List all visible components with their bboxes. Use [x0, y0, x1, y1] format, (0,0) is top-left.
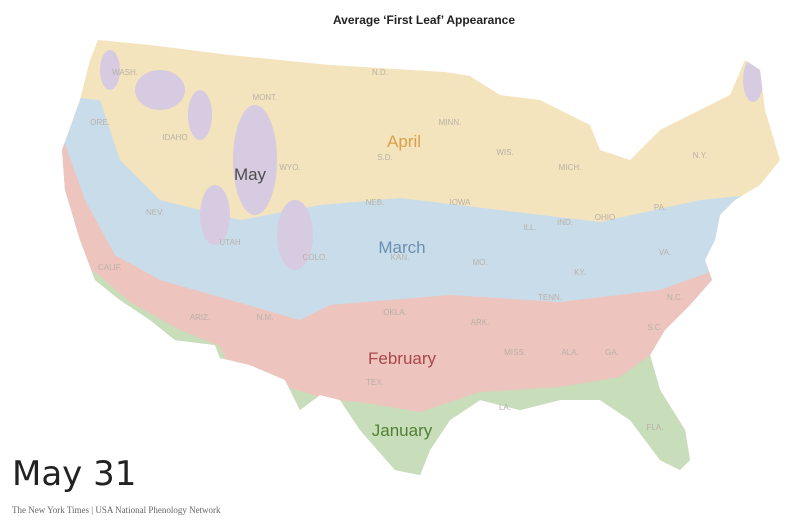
state-label: ARK. [471, 318, 490, 327]
may-zone [100, 50, 763, 270]
region-label: February [368, 349, 437, 368]
state-label: ALA. [561, 348, 578, 357]
state-label: WYO. [279, 163, 300, 172]
map-title: Average ‘First Leaf’ Appearance [333, 13, 515, 27]
state-label: LA. [499, 403, 511, 412]
state-label: TENN. [538, 293, 562, 302]
state-label: ARIZ. [190, 313, 210, 322]
date-label: May 31 [12, 454, 136, 494]
source: The New York Times | USA National Phenol… [12, 505, 221, 515]
state-label: KAN. [391, 253, 410, 262]
state-label: N.D. [372, 68, 388, 77]
state-label: IDAHO [162, 133, 187, 142]
state-label: ORE. [90, 118, 110, 127]
state-label: WIS. [496, 148, 513, 157]
state-label: VA. [659, 248, 671, 257]
state-label: NEB. [366, 198, 385, 207]
state-label: N.C. [667, 293, 683, 302]
state-label: GA. [605, 348, 619, 357]
state-label: CALIF. [98, 263, 122, 272]
state-label: FLA. [647, 423, 664, 432]
state-label: IOWA [449, 198, 471, 207]
state-label: PA. [654, 203, 666, 212]
region-label: March [378, 238, 425, 257]
state-label: MISS. [504, 348, 526, 357]
state-label: MICH. [559, 163, 582, 172]
region-label: May [234, 165, 267, 184]
region-label: April [387, 132, 421, 151]
state-label: IND. [557, 218, 573, 227]
state-label: S.C. [647, 323, 663, 332]
state-label: OHIO [595, 213, 615, 222]
state-label: NEV. [146, 208, 164, 217]
state-label: N.Y. [693, 151, 708, 160]
state-label: UTAH [219, 238, 240, 247]
state-label: TEX. [366, 378, 384, 387]
state-label: ILL. [523, 223, 536, 232]
state-label: KY. [574, 268, 586, 277]
state-label: WASH. [112, 68, 138, 77]
region-label: January [372, 421, 433, 440]
state-label: MINN. [439, 118, 462, 127]
state-label: OKLA. [383, 308, 407, 317]
state-label: S.D. [377, 153, 393, 162]
state-label: COLO. [303, 253, 328, 262]
state-label: MO. [472, 258, 487, 267]
state-label: N.M. [257, 313, 274, 322]
state-label: MONT. [253, 93, 278, 102]
